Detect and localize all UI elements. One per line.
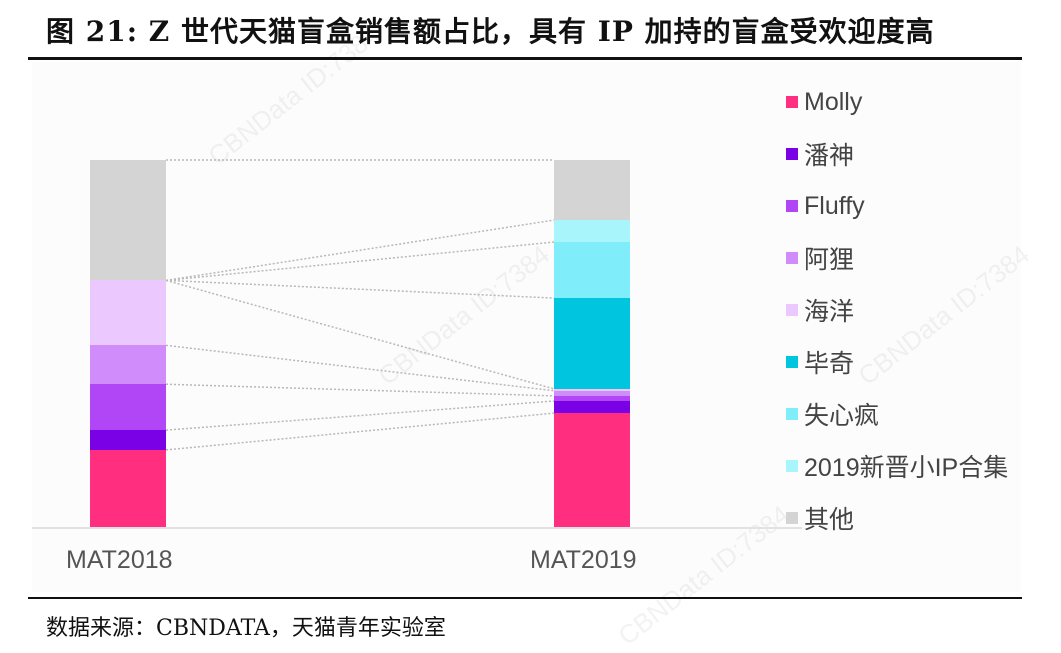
plot-area [32,62,1021,592]
legend-label: 潘神 [804,142,855,170]
legend-label: 海洋 [804,298,855,326]
legend-item: 潘神 [786,128,1008,180]
bar-segment [554,395,630,401]
legend-swatch-icon [786,200,798,212]
legend: Molly 潘神 Fluffy 阿狸海洋毕奇失心疯 2019新晋小IP合集 其他 [786,76,1008,544]
legend-item: 2019新晋小IP合集 [786,440,1008,492]
legend-swatch-icon [786,460,798,472]
legend-swatch-icon [786,408,798,420]
legend-swatch-icon [786,512,798,524]
figure-title: 图 21: Z 世代天猫盲盒销售额占比，具有 IP 加持的盲盒受欢迎度高 [46,15,935,48]
bar-segment [554,242,630,299]
bottom-rule [28,597,1022,599]
legend-swatch-icon [786,148,798,160]
legend-swatch-icon [786,96,798,108]
legend-label: 阿狸 [804,246,855,274]
legend-item: 毕奇 [786,336,1008,388]
legend-item: Fluffy [786,180,1008,232]
bar-segment [554,413,630,527]
bar-segment [554,298,630,389]
bar-segment [554,160,630,221]
legend-swatch-icon [786,252,798,264]
legend-swatch-icon [786,304,798,316]
legend-swatch-icon [786,356,798,368]
bar-segment [90,280,166,346]
bar-segment [554,401,630,414]
legend-item: Molly [786,76,1008,128]
bar-segment [90,449,166,527]
legend-label: 2019新晋小IP合集 [804,454,1009,482]
bar-segment [90,160,166,281]
x-axis-line [32,527,802,529]
x-tick-label: MAT2018 [66,546,173,574]
bar-mat2018 [90,160,166,527]
legend-label: 失心疯 [804,402,880,430]
legend-label: 其他 [804,506,855,534]
source-note: 数据来源：CBNDATA，天猫青年实验室 [46,616,446,641]
bar-segment [90,384,166,431]
top-rule [28,57,1022,60]
bar-segment [554,390,630,396]
bar-mat2019 [554,160,630,527]
legend-label: 毕奇 [804,350,855,378]
bar-segment [90,345,166,385]
bar-segment [554,220,630,243]
legend-item: 失心疯 [786,388,1008,440]
legend-item: 阿狸 [786,232,1008,284]
legend-item: 其他 [786,492,1008,544]
legend-label: Fluffy [804,191,865,220]
bar-segment [554,388,630,391]
legend-label: Molly [804,87,863,116]
bar-segment [90,430,166,450]
x-tick-label: MAT2019 [530,546,637,574]
legend-item: 海洋 [786,284,1008,336]
